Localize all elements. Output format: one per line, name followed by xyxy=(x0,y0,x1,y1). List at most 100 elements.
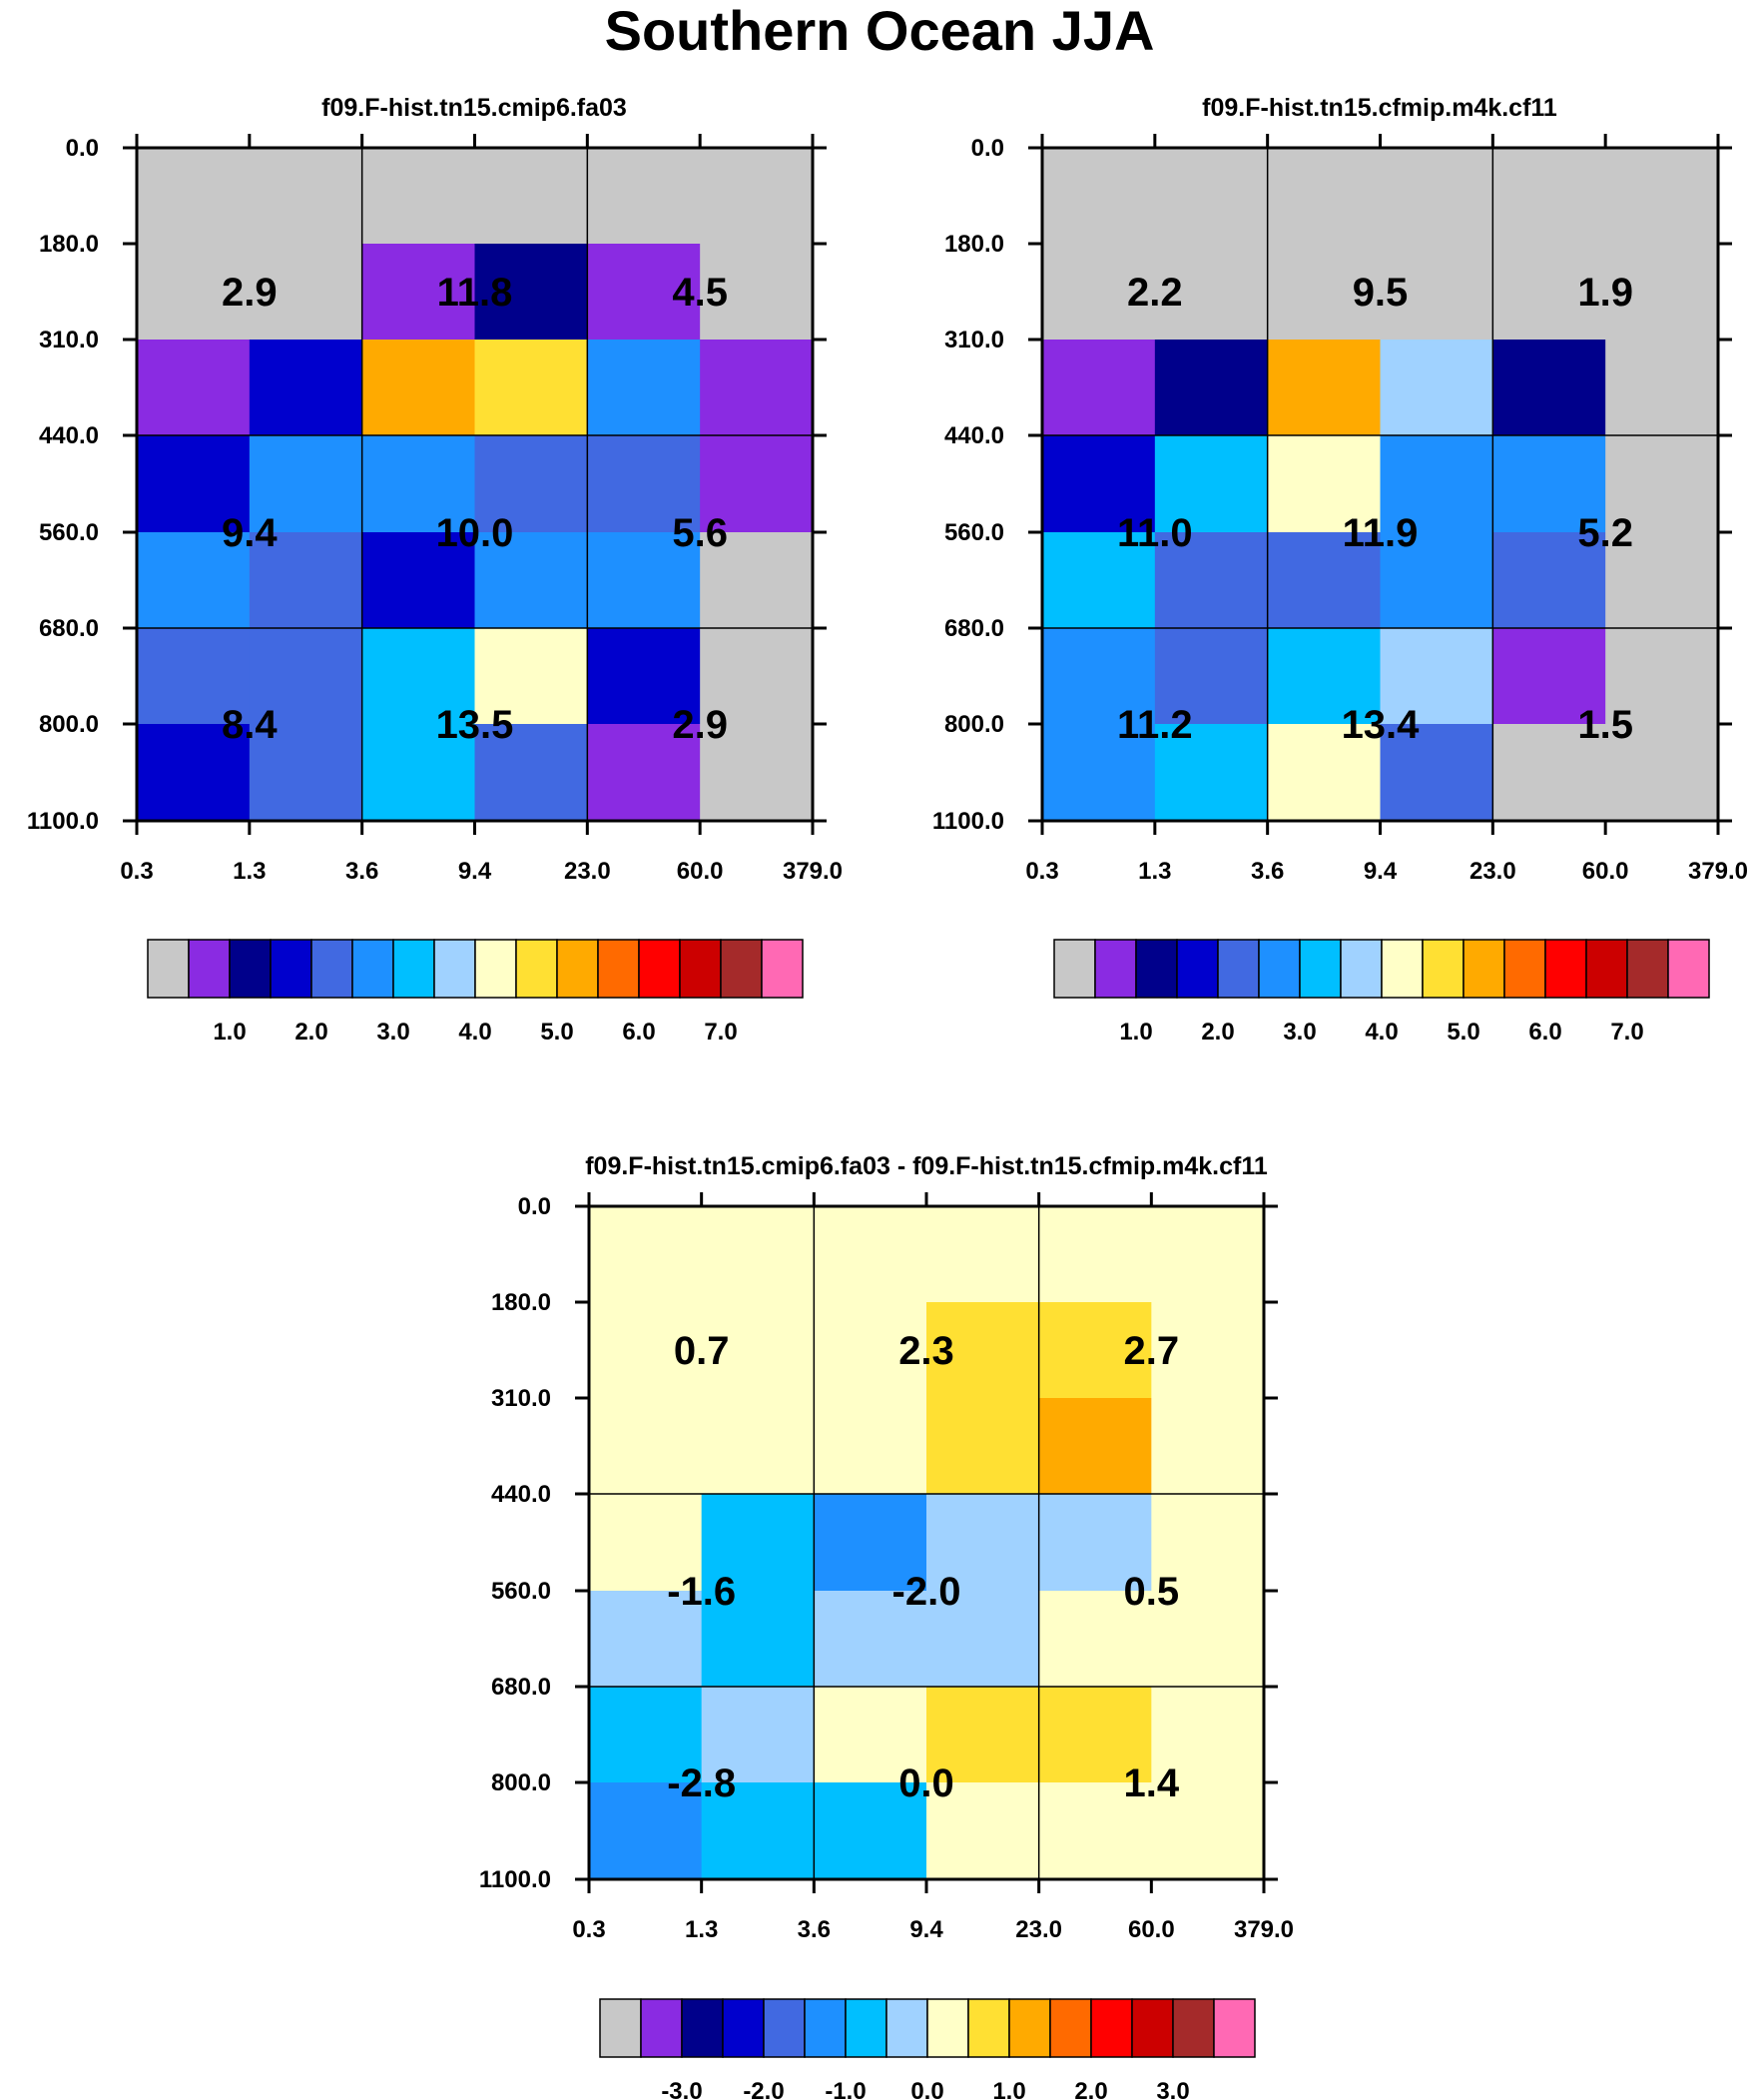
y-tick-label: 800.0 xyxy=(944,711,1004,738)
y-tick-label: 310.0 xyxy=(944,327,1004,353)
x-tick-label: 0.3 xyxy=(1025,858,1058,885)
heatmap-cell xyxy=(1038,1687,1152,1783)
colorbar-label: 4.0 xyxy=(1365,1019,1398,1046)
bin-value-label: -2.8 xyxy=(667,1761,736,1805)
x-tick-label: 0.3 xyxy=(120,858,153,885)
bin-values: 2.2 9.5 1.9 11.0 11.9 5.2 11.2 13.4 1.5 xyxy=(1117,271,1633,747)
heatmap-cell xyxy=(587,340,701,436)
heatmap-cells xyxy=(137,148,814,822)
heatmap-cell xyxy=(1267,724,1381,822)
heatmap-cell xyxy=(1605,724,1719,822)
heatmap-cell xyxy=(1038,1782,1152,1880)
bin-value-label: 2.7 xyxy=(1124,1329,1180,1373)
heatmap-cell xyxy=(1605,532,1719,629)
colorbar-m4k: 1.0 2.0 3.0 4.0 5.0 6.0 7.0 xyxy=(1053,939,1710,1046)
heatmap-cell xyxy=(589,1494,703,1592)
y-tick-label: 180.0 xyxy=(491,1289,551,1316)
y-tick-label: 680.0 xyxy=(491,1674,551,1701)
panel-m4k: f09.F-hist.tn15.cfmip.m4k.cf11 2.2 9.5 1.9… xyxy=(932,94,1748,885)
heatmap-cell xyxy=(137,244,251,341)
heatmap-cell xyxy=(701,1494,815,1592)
bin-value-label: 1.5 xyxy=(1577,703,1633,747)
heatmap-cell xyxy=(814,1591,927,1688)
heatmap-cell xyxy=(1380,244,1493,341)
heatmap-cell xyxy=(1042,628,1156,725)
heatmap-cell xyxy=(587,435,701,533)
x-tick-label: 0.3 xyxy=(572,1916,605,1943)
heatmap-cell xyxy=(701,1782,815,1880)
colorbar-label: 2.0 xyxy=(1074,2078,1107,2100)
panel-fa03: f09.F-hist.tn15.cmip6.fa03 2.9 11.8 4.5 9.4… xyxy=(27,94,843,885)
heatmap-cell xyxy=(474,724,588,822)
colorbar-box xyxy=(1381,939,1424,999)
heatmap-cell xyxy=(1380,435,1493,533)
colorbar-box xyxy=(761,939,804,999)
heatmap-cell xyxy=(249,340,363,436)
heatmap-cell xyxy=(361,244,475,341)
heatmap-cell xyxy=(137,340,251,436)
heatmap-cell xyxy=(701,1591,815,1688)
y-tick-label: 180.0 xyxy=(944,231,1004,258)
heatmap-cell xyxy=(137,532,251,629)
heatmap-cell xyxy=(474,148,588,245)
y-tick-label: 560.0 xyxy=(39,519,99,546)
colorbar-label: 3.0 xyxy=(1156,2078,1189,2100)
colorbar-box xyxy=(515,939,558,999)
colorbar-box xyxy=(1422,939,1465,999)
colorbar-box xyxy=(188,939,231,999)
heatmap-cell xyxy=(1038,1591,1152,1688)
colorbar-box xyxy=(720,939,763,999)
y-tick-label: 440.0 xyxy=(39,422,99,449)
bin-value-label: 9.4 xyxy=(222,511,278,555)
main-title: Southern Ocean JJA xyxy=(605,0,1155,62)
x-tick-label: 3.6 xyxy=(798,1916,831,1943)
y-tick-label: 0.0 xyxy=(971,135,1004,162)
bin-value-label: 2.9 xyxy=(222,271,278,315)
heatmap-cell xyxy=(589,1687,703,1783)
heatmap-cell xyxy=(1154,532,1269,629)
colorbar-box xyxy=(1135,939,1178,999)
heatmap-cell xyxy=(701,1206,815,1303)
colorbar-label: -2.0 xyxy=(743,2078,784,2100)
colorbar-box xyxy=(1299,939,1342,999)
heatmap-cell xyxy=(1267,148,1381,245)
colorbar-label: -1.0 xyxy=(825,2078,866,2100)
heatmap-cell xyxy=(1038,1494,1152,1592)
heatmap-cell xyxy=(249,532,363,629)
heatmap-cell xyxy=(587,628,701,725)
heatmap-cell xyxy=(1492,532,1606,629)
heatmap-cell xyxy=(701,1687,815,1783)
bin-value-label: 1.4 xyxy=(1124,1761,1180,1805)
heatmap-cell xyxy=(1492,340,1606,436)
x-tick-label: 23.0 xyxy=(1015,1916,1062,1943)
panel-title: f09.F-hist.tn15.cmip6.fa03 xyxy=(321,94,627,122)
bin-value-label: 5.2 xyxy=(1577,511,1633,555)
colorbar-box xyxy=(1213,1998,1256,2058)
heatmap-cell xyxy=(700,148,814,245)
heatmap-cell xyxy=(1151,1206,1265,1303)
heatmap-cell xyxy=(587,148,701,245)
y-tick-label: 310.0 xyxy=(39,327,99,353)
heatmap-cell xyxy=(474,244,588,341)
colorbar-box xyxy=(1258,939,1301,999)
bin-values: 2.9 11.8 4.5 9.4 10.0 5.6 8.4 13.5 2.9 xyxy=(222,271,728,747)
heatmap-cell xyxy=(1492,628,1606,725)
colorbar-box xyxy=(392,939,435,999)
heatmap-cell xyxy=(1154,628,1269,725)
x-tick-label: 23.0 xyxy=(1469,858,1516,885)
heatmap-cell xyxy=(1492,724,1606,822)
heatmap-cell xyxy=(249,435,363,533)
heatmap-cell xyxy=(1605,435,1719,533)
heatmap-cell xyxy=(361,628,475,725)
bin-value-label: 0.0 xyxy=(898,1761,954,1805)
colorbar-label: -3.0 xyxy=(661,2078,702,2100)
colorbar-box xyxy=(722,1998,765,2058)
heatmap-cell xyxy=(1605,628,1719,725)
heatmap-cell xyxy=(361,724,475,822)
heatmap-cell xyxy=(589,1302,703,1399)
plot-axes: 0.0 180.0 310.0 440.0 560.0 680.0 800.0 1100.0 0… xyxy=(932,134,1748,885)
heatmap-cell xyxy=(137,628,251,725)
bin-value-label: -2.0 xyxy=(892,1570,961,1614)
bin-value-label: 9.5 xyxy=(1353,271,1409,315)
